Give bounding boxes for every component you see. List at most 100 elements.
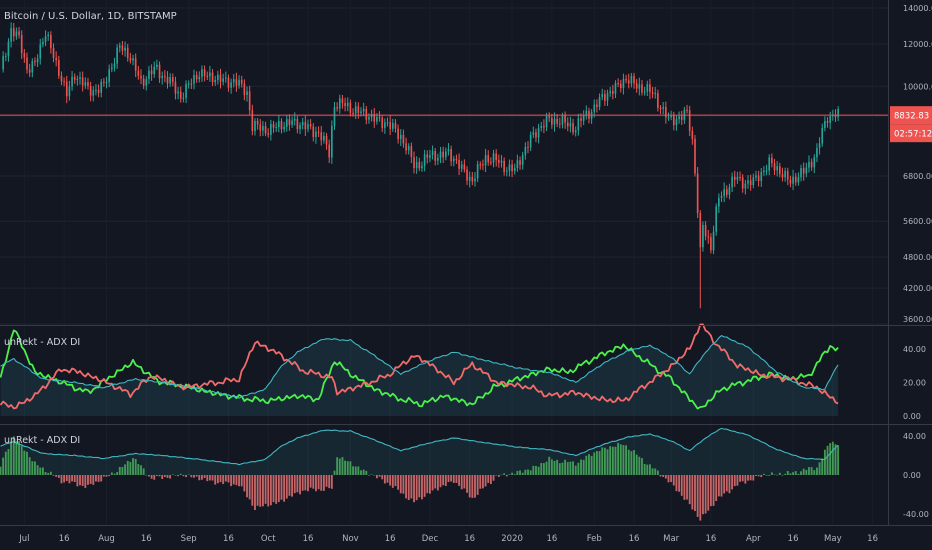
histogram-bar bbox=[405, 475, 407, 499]
histogram-bar bbox=[418, 475, 421, 498]
histogram-bar bbox=[802, 468, 805, 475]
histogram-bar bbox=[315, 475, 317, 492]
candle-body bbox=[23, 52, 26, 58]
histogram-bar bbox=[691, 475, 694, 510]
histogram-bar bbox=[834, 444, 837, 475]
candle-body bbox=[63, 81, 65, 83]
adx-di-pane[interactable] bbox=[0, 323, 839, 416]
histogram-bar bbox=[752, 475, 755, 481]
price-pane[interactable] bbox=[0, 22, 888, 309]
candle-body bbox=[198, 76, 201, 80]
time-tick-label: 16 bbox=[546, 534, 557, 544]
histogram-bar bbox=[444, 475, 447, 486]
histogram-bar bbox=[831, 441, 834, 475]
time-tick-label: 16 bbox=[705, 534, 716, 544]
candle-body bbox=[190, 83, 193, 85]
candle-body bbox=[394, 123, 397, 129]
candle-body bbox=[675, 119, 678, 126]
candle-body bbox=[545, 116, 548, 128]
histogram-bar bbox=[468, 475, 471, 498]
histogram-bar bbox=[94, 475, 97, 482]
candle-body bbox=[368, 117, 370, 120]
histogram-bar bbox=[238, 475, 240, 487]
histogram-bar bbox=[755, 475, 757, 477]
countdown-label: 02:57:12 bbox=[894, 130, 932, 140]
histogram-bar bbox=[296, 475, 299, 493]
time-tick-label: Aug bbox=[98, 534, 115, 544]
candle-body bbox=[227, 77, 230, 88]
histogram-bar bbox=[39, 467, 42, 475]
time-tick-label: Jul bbox=[18, 534, 29, 544]
candle-body bbox=[776, 166, 778, 171]
candle-body bbox=[426, 154, 429, 158]
histogram-bar bbox=[519, 470, 521, 475]
candle-body bbox=[50, 34, 52, 49]
histogram-bar bbox=[132, 458, 134, 475]
histogram-bar bbox=[145, 475, 148, 476]
candle-body bbox=[47, 34, 50, 37]
candle-body bbox=[665, 107, 667, 118]
histogram-bar bbox=[410, 475, 413, 499]
candle-body bbox=[169, 77, 171, 84]
adx-pane-title: unRekt - ADX DI bbox=[4, 337, 80, 348]
histogram-bar bbox=[153, 475, 156, 480]
histogram-bar bbox=[686, 475, 688, 500]
time-tick-label: 16 bbox=[385, 534, 396, 544]
histogram-bar bbox=[352, 466, 354, 475]
histogram-bar bbox=[137, 464, 140, 475]
histogram-bar bbox=[291, 475, 294, 497]
candle-body bbox=[670, 115, 672, 118]
histogram-bar bbox=[63, 475, 66, 483]
histogram-bar bbox=[7, 449, 10, 475]
candle-body bbox=[57, 60, 60, 76]
grid-lines bbox=[0, 7, 888, 325]
candle-body bbox=[659, 107, 662, 109]
candle-body bbox=[445, 151, 447, 158]
histogram-bar bbox=[717, 475, 720, 497]
candle-body bbox=[773, 163, 776, 171]
candle-body bbox=[778, 166, 781, 175]
adx-histogram-pane[interactable] bbox=[0, 427, 840, 521]
histogram-bar bbox=[60, 475, 63, 484]
candle-body bbox=[402, 134, 405, 144]
histogram-bar bbox=[688, 475, 691, 505]
candle-body bbox=[105, 81, 108, 83]
histogram-bar bbox=[529, 470, 532, 475]
candle-body bbox=[760, 172, 763, 182]
candle-body bbox=[651, 92, 654, 94]
candle-body bbox=[365, 108, 368, 120]
candle-body bbox=[164, 75, 166, 77]
histogram-bar bbox=[0, 466, 2, 475]
histogram-bar bbox=[68, 475, 71, 484]
histogram-bar bbox=[492, 475, 495, 481]
histogram-bar bbox=[394, 475, 397, 487]
price-tick-label: 6800.00 bbox=[903, 172, 932, 181]
histogram-bar bbox=[683, 475, 686, 500]
histogram-bar bbox=[259, 475, 262, 507]
candle-body bbox=[240, 79, 243, 84]
candle-body bbox=[346, 102, 349, 107]
candle-body bbox=[813, 157, 816, 168]
histogram-bar bbox=[34, 461, 36, 475]
histogram-bar bbox=[55, 475, 58, 477]
candle-body bbox=[466, 169, 468, 181]
candle-body bbox=[630, 75, 633, 84]
histogram-bar bbox=[439, 475, 442, 488]
histogram-bar bbox=[813, 470, 816, 475]
di-minus-line bbox=[0, 323, 839, 410]
candle-body bbox=[763, 170, 765, 173]
candle-body bbox=[301, 122, 304, 126]
histogram-bar bbox=[765, 475, 768, 476]
candle-body bbox=[781, 174, 784, 178]
candle-body bbox=[262, 126, 264, 131]
histogram-bar bbox=[542, 463, 545, 475]
candle-body bbox=[267, 133, 270, 135]
time-tick-label: 16 bbox=[303, 534, 314, 544]
histogram-bar bbox=[155, 475, 158, 477]
candle-body bbox=[439, 151, 442, 158]
histogram-bar bbox=[166, 475, 169, 478]
histogram-tick-label: 40.00 bbox=[903, 432, 926, 441]
candle-body bbox=[354, 106, 357, 114]
histogram-bar bbox=[630, 451, 633, 475]
